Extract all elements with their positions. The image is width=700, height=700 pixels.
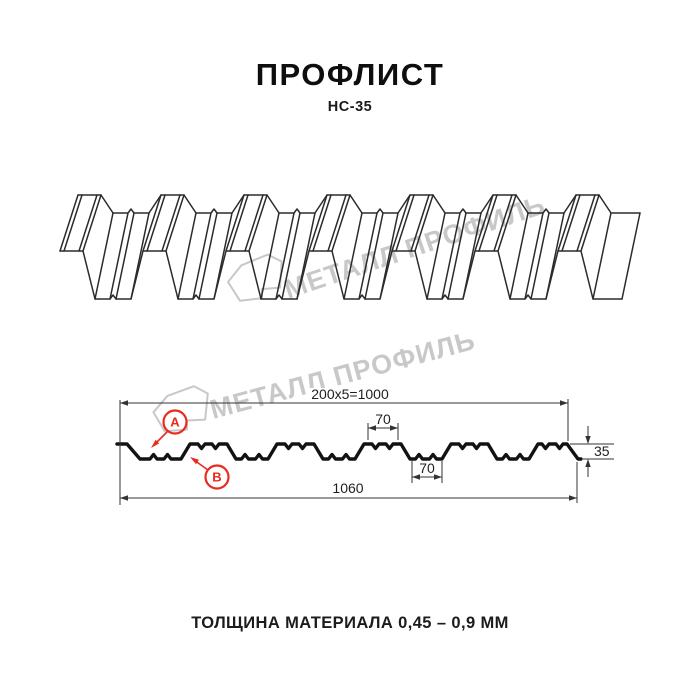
drawing-line bbox=[59, 194, 641, 300]
thickness-note: ТОЛЩИНА МАТЕРИАЛА 0,45 – 0,9 ММ bbox=[191, 614, 509, 632]
callout-b-arrowhead-icon bbox=[190, 457, 199, 465]
cross-section-drawing bbox=[115, 399, 614, 505]
metall-profil-logo-icon bbox=[227, 253, 283, 302]
dim-label-crest-width: 70 bbox=[375, 411, 391, 427]
callout-a-letter: A bbox=[170, 415, 180, 430]
dim-label-top-total: 200x5=1000 bbox=[311, 386, 389, 402]
drawing-line bbox=[120, 495, 128, 501]
watermark-text: МЕТАЛЛ ПРОФИЛЬ bbox=[207, 325, 479, 425]
drawing-line bbox=[569, 495, 577, 501]
drawing-line bbox=[368, 425, 376, 431]
page-title: ПРОФЛИСТ bbox=[255, 57, 445, 92]
dim-label-pan-width: 70 bbox=[419, 460, 435, 476]
callout-a-circle bbox=[162, 409, 188, 435]
callout-a-arrowhead-icon bbox=[151, 439, 160, 448]
drawing-line bbox=[412, 474, 420, 480]
dim-label-height: 35 bbox=[594, 443, 610, 459]
dim-label-overall-width: 1060 bbox=[332, 480, 363, 496]
watermark-lower: МЕТАЛЛ ПРОФИЛЬ bbox=[152, 325, 479, 433]
sheet-3d-drawing bbox=[59, 194, 641, 300]
profile-outline bbox=[115, 442, 583, 461]
callout-b-circle bbox=[204, 464, 230, 490]
callout-b: B bbox=[190, 457, 230, 490]
metall-profil-logo-icon bbox=[152, 385, 209, 433]
callout-a: A bbox=[151, 409, 188, 448]
drawing-line bbox=[585, 436, 591, 444]
callout-b-letter: B bbox=[212, 470, 221, 485]
profile-model: НС-35 bbox=[327, 99, 373, 115]
drawing-line bbox=[120, 400, 128, 406]
drawing-line bbox=[585, 459, 591, 467]
drawing-line bbox=[390, 425, 398, 431]
drawing-line bbox=[560, 400, 568, 406]
label-backdrop bbox=[308, 388, 392, 402]
watermark-upper: МЕТАЛЛ ПРОФИЛЬ bbox=[227, 189, 549, 305]
drawing-line bbox=[434, 474, 442, 480]
